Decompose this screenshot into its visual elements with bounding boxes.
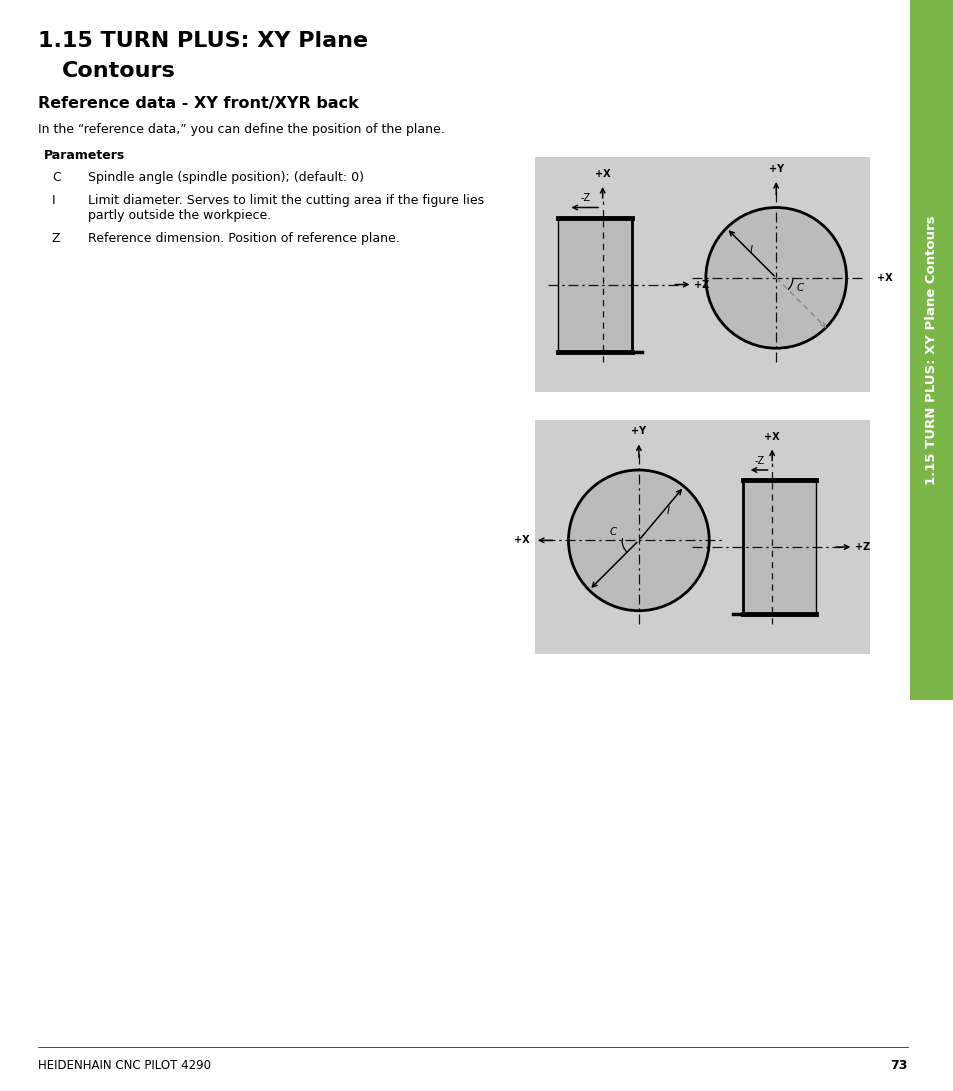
Circle shape — [568, 470, 708, 611]
Text: 73: 73 — [890, 1059, 907, 1072]
Text: -Z: -Z — [754, 456, 764, 466]
Text: 1.15 TURN PLUS: XY Plane Contours: 1.15 TURN PLUS: XY Plane Contours — [924, 215, 938, 484]
Text: C: C — [796, 283, 803, 292]
Text: HEIDENHAIN CNC PILOT 4290: HEIDENHAIN CNC PILOT 4290 — [38, 1059, 211, 1072]
Text: C: C — [609, 527, 617, 537]
Bar — [742, 480, 816, 614]
Circle shape — [705, 207, 845, 348]
Text: Parameters: Parameters — [44, 149, 125, 161]
Text: +X: +X — [763, 432, 780, 442]
Text: In the “reference data,” you can define the position of the plane.: In the “reference data,” you can define … — [38, 123, 444, 136]
Text: C: C — [52, 171, 61, 184]
Text: Spindle angle (spindle position); (default: 0): Spindle angle (spindle position); (defau… — [88, 171, 364, 184]
Text: -Z: -Z — [580, 193, 590, 204]
Text: +X: +X — [514, 536, 530, 546]
Text: +X: +X — [595, 169, 610, 179]
Text: I: I — [749, 245, 752, 255]
Text: 1.15 TURN PLUS: XY Plane: 1.15 TURN PLUS: XY Plane — [38, 31, 368, 51]
Text: Limit diameter. Serves to limit the cutting area if the figure lies: Limit diameter. Serves to limit the cutt… — [88, 194, 483, 207]
Text: +Y: +Y — [768, 164, 783, 173]
Text: Reference data - XY front/XYR back: Reference data - XY front/XYR back — [38, 96, 358, 111]
Text: I: I — [52, 194, 55, 207]
Text: +Y: +Y — [631, 427, 646, 436]
Text: +X: +X — [876, 273, 891, 283]
Text: Contours: Contours — [62, 61, 175, 81]
Text: Reference dimension. Position of reference plane.: Reference dimension. Position of referen… — [88, 232, 399, 245]
Text: Z: Z — [52, 232, 60, 245]
Text: partly outside the workpiece.: partly outside the workpiece. — [88, 209, 271, 221]
Bar — [558, 217, 632, 351]
Text: +Z: +Z — [854, 542, 869, 552]
Text: I: I — [666, 506, 669, 516]
Bar — [909, 0, 953, 700]
Text: +Z: +Z — [694, 279, 709, 289]
